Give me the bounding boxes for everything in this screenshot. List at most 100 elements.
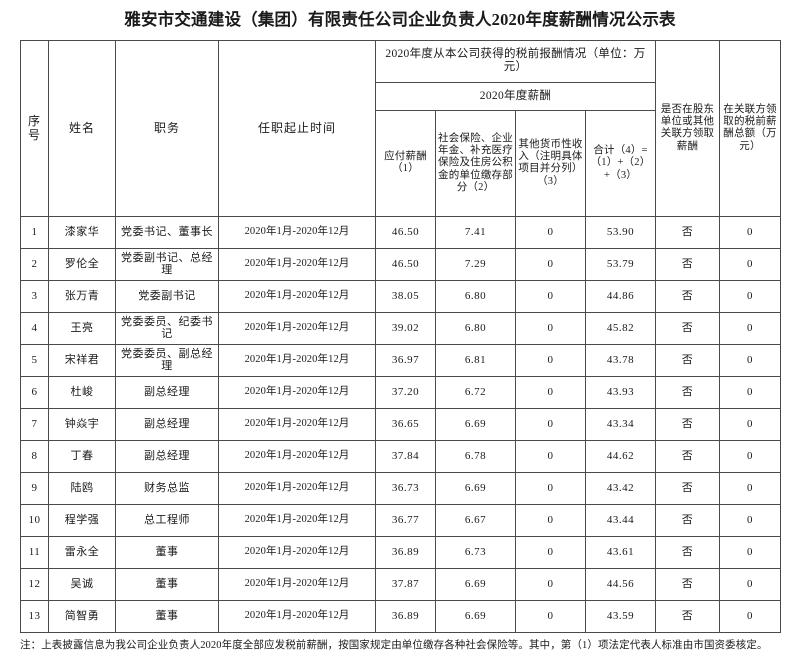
table-header: 序号 姓名 职务 任职起止时间 2020年度从本公司获得的税前报酬情况（单位：万… <box>20 39 781 217</box>
table-row: 4 王亮 党委委员、纪委书记 2020年1月-2020年12月 39.02 6.80 0 45… <box>20 311 781 345</box>
row-cell-total: 44.62 <box>585 439 656 473</box>
row-cell-other-monetary: 0 <box>515 215 586 249</box>
row-cell-name: 张万青 <box>48 279 116 313</box>
row-cell-payable: 39.02 <box>375 311 436 345</box>
row-cell-period: 2020年1月-2020年12月 <box>218 439 376 473</box>
th-related-party-total: 在关联方领取的税前薪酬总额（万元） <box>719 39 781 217</box>
row-cell-period: 2020年1月-2020年12月 <box>218 343 376 377</box>
row-cell-payable: 36.89 <box>375 599 436 633</box>
row-cell-from-shareholder: 否 <box>655 503 720 537</box>
row-cell-period: 2020年1月-2020年12月 <box>218 503 376 537</box>
row-cell-position: 党委副书记 <box>115 279 219 313</box>
row-cell-seq: 3 <box>20 279 49 313</box>
row-cell-payable: 46.50 <box>375 247 436 281</box>
row-cell-related-party-total: 0 <box>719 535 781 569</box>
row-cell-other-monetary: 0 <box>515 535 586 569</box>
row-cell-period: 2020年1月-2020年12月 <box>218 599 376 633</box>
row-cell-seq: 13 <box>20 599 49 633</box>
row-cell-payable: 36.65 <box>375 407 436 441</box>
row-cell-period: 2020年1月-2020年12月 <box>218 535 376 569</box>
row-cell-position: 董事 <box>115 567 219 601</box>
row-cell-payable: 38.05 <box>375 279 436 313</box>
document-page: 雅安市交通建设（集团）有限责任公司企业负责人2020年度薪酬情况公示表 序号 姓… <box>20 10 781 651</box>
row-cell-period: 2020年1月-2020年12月 <box>218 471 376 505</box>
row-cell-position: 董事 <box>115 599 219 633</box>
row-cell-insurance: 6.78 <box>435 439 516 473</box>
table-row: 5 宋祥君 党委委员、副总经理 2020年1月-2020年12月 36.97 6.81 0 4… <box>20 343 781 377</box>
th-insurance: 社会保险、企业年金、补充医疗保险及住房公积金的单位缴存部分（2） <box>435 109 516 217</box>
row-cell-seq: 12 <box>20 567 49 601</box>
row-cell-seq: 6 <box>20 375 49 409</box>
row-cell-related-party-total: 0 <box>719 407 781 441</box>
row-cell-payable: 36.73 <box>375 471 436 505</box>
row-cell-total: 53.79 <box>585 247 656 281</box>
row-cell-name: 漆家华 <box>48 215 116 249</box>
row-cell-name: 陆鸥 <box>48 471 116 505</box>
row-cell-period: 2020年1月-2020年12月 <box>218 567 376 601</box>
row-cell-related-party-total: 0 <box>719 375 781 409</box>
row-cell-position: 党委书记、董事长 <box>115 215 219 249</box>
row-cell-insurance: 6.73 <box>435 535 516 569</box>
row-cell-total: 43.59 <box>585 599 656 633</box>
row-cell-other-monetary: 0 <box>515 375 586 409</box>
row-cell-total: 43.44 <box>585 503 656 537</box>
row-cell-name: 丁春 <box>48 439 116 473</box>
row-cell-related-party-total: 0 <box>719 503 781 537</box>
table-row: 9 陆鸥 财务总监 2020年1月-2020年12月 36.73 6.69 0 43.42 否 0 <box>20 471 781 505</box>
header-row-group: 序号 姓名 职务 任职起止时间 2020年度从本公司获得的税前报酬情况（单位：万… <box>20 39 781 217</box>
table-row: 11 雷永全 董事 2020年1月-2020年12月 36.89 6.73 0 43.61 否 0 <box>20 535 781 569</box>
row-cell-payable: 36.89 <box>375 535 436 569</box>
row-cell-total: 44.56 <box>585 567 656 601</box>
row-cell-from-shareholder: 否 <box>655 567 720 601</box>
row-cell-other-monetary: 0 <box>515 503 586 537</box>
row-cell-related-party-total: 0 <box>719 599 781 633</box>
row-cell-period: 2020年1月-2020年12月 <box>218 407 376 441</box>
row-cell-other-monetary: 0 <box>515 311 586 345</box>
row-cell-position: 总工程师 <box>115 503 219 537</box>
row-cell-seq: 4 <box>20 311 49 345</box>
row-cell-name: 钟焱宇 <box>48 407 116 441</box>
row-cell-other-monetary: 0 <box>515 247 586 281</box>
row-cell-total: 45.82 <box>585 311 656 345</box>
row-cell-other-monetary: 0 <box>515 599 586 633</box>
row-cell-period: 2020年1月-2020年12月 <box>218 247 376 281</box>
th-group-annual-salary: 2020年度薪酬 <box>375 81 656 111</box>
row-cell-name: 雷永全 <box>48 535 116 569</box>
row-cell-from-shareholder: 否 <box>655 375 720 409</box>
row-cell-insurance: 6.80 <box>435 279 516 313</box>
row-cell-insurance: 6.67 <box>435 503 516 537</box>
row-cell-payable: 36.77 <box>375 503 436 537</box>
row-cell-seq: 8 <box>20 439 49 473</box>
row-cell-insurance: 6.81 <box>435 343 516 377</box>
row-cell-seq: 10 <box>20 503 49 537</box>
row-cell-period: 2020年1月-2020年12月 <box>218 375 376 409</box>
row-cell-from-shareholder: 否 <box>655 279 720 313</box>
row-cell-period: 2020年1月-2020年12月 <box>218 279 376 313</box>
th-from-shareholder: 是否在股东单位或其他关联方领取薪酬 <box>655 39 720 217</box>
row-cell-position: 副总经理 <box>115 375 219 409</box>
row-cell-position: 董事 <box>115 535 219 569</box>
row-cell-payable: 37.20 <box>375 375 436 409</box>
row-cell-name: 王亮 <box>48 311 116 345</box>
th-position: 职务 <box>115 39 219 217</box>
row-cell-seq: 2 <box>20 247 49 281</box>
row-cell-from-shareholder: 否 <box>655 311 720 345</box>
table-body: 1 漆家华 党委书记、董事长 2020年1月-2020年12月 46.50 7.41 0 53… <box>20 215 781 633</box>
row-cell-name: 宋祥君 <box>48 343 116 377</box>
row-cell-total: 53.90 <box>585 215 656 249</box>
row-cell-name: 程学强 <box>48 503 116 537</box>
row-cell-position: 党委委员、副总经理 <box>115 343 219 377</box>
row-cell-related-party-total: 0 <box>719 215 781 249</box>
row-cell-from-shareholder: 否 <box>655 215 720 249</box>
row-cell-other-monetary: 0 <box>515 439 586 473</box>
row-cell-payable: 46.50 <box>375 215 436 249</box>
th-other-monetary: 其他货币性收入（注明具体项目并分列）（3） <box>515 109 586 217</box>
row-cell-insurance: 6.80 <box>435 311 516 345</box>
row-cell-insurance: 6.69 <box>435 599 516 633</box>
table-row: 3 张万青 党委副书记 2020年1月-2020年12月 38.05 6.80 0 44.86… <box>20 279 781 313</box>
header-row-columns: 应付薪酬（1） 社会保险、企业年金、补充医疗保险及住房公积金的单位缴存部分（2）… <box>21 109 781 217</box>
row-cell-other-monetary: 0 <box>515 407 586 441</box>
table-row: 7 钟焱宇 副总经理 2020年1月-2020年12月 36.65 6.69 0 43.34 否… <box>20 407 781 441</box>
table-row: 2 罗伦全 党委副书记、总经理 2020年1月-2020年12月 46.50 7.29 0 5… <box>20 247 781 281</box>
table-row: 8 丁春 副总经理 2020年1月-2020年12月 37.84 6.78 0 44.62 否 0 <box>20 439 781 473</box>
